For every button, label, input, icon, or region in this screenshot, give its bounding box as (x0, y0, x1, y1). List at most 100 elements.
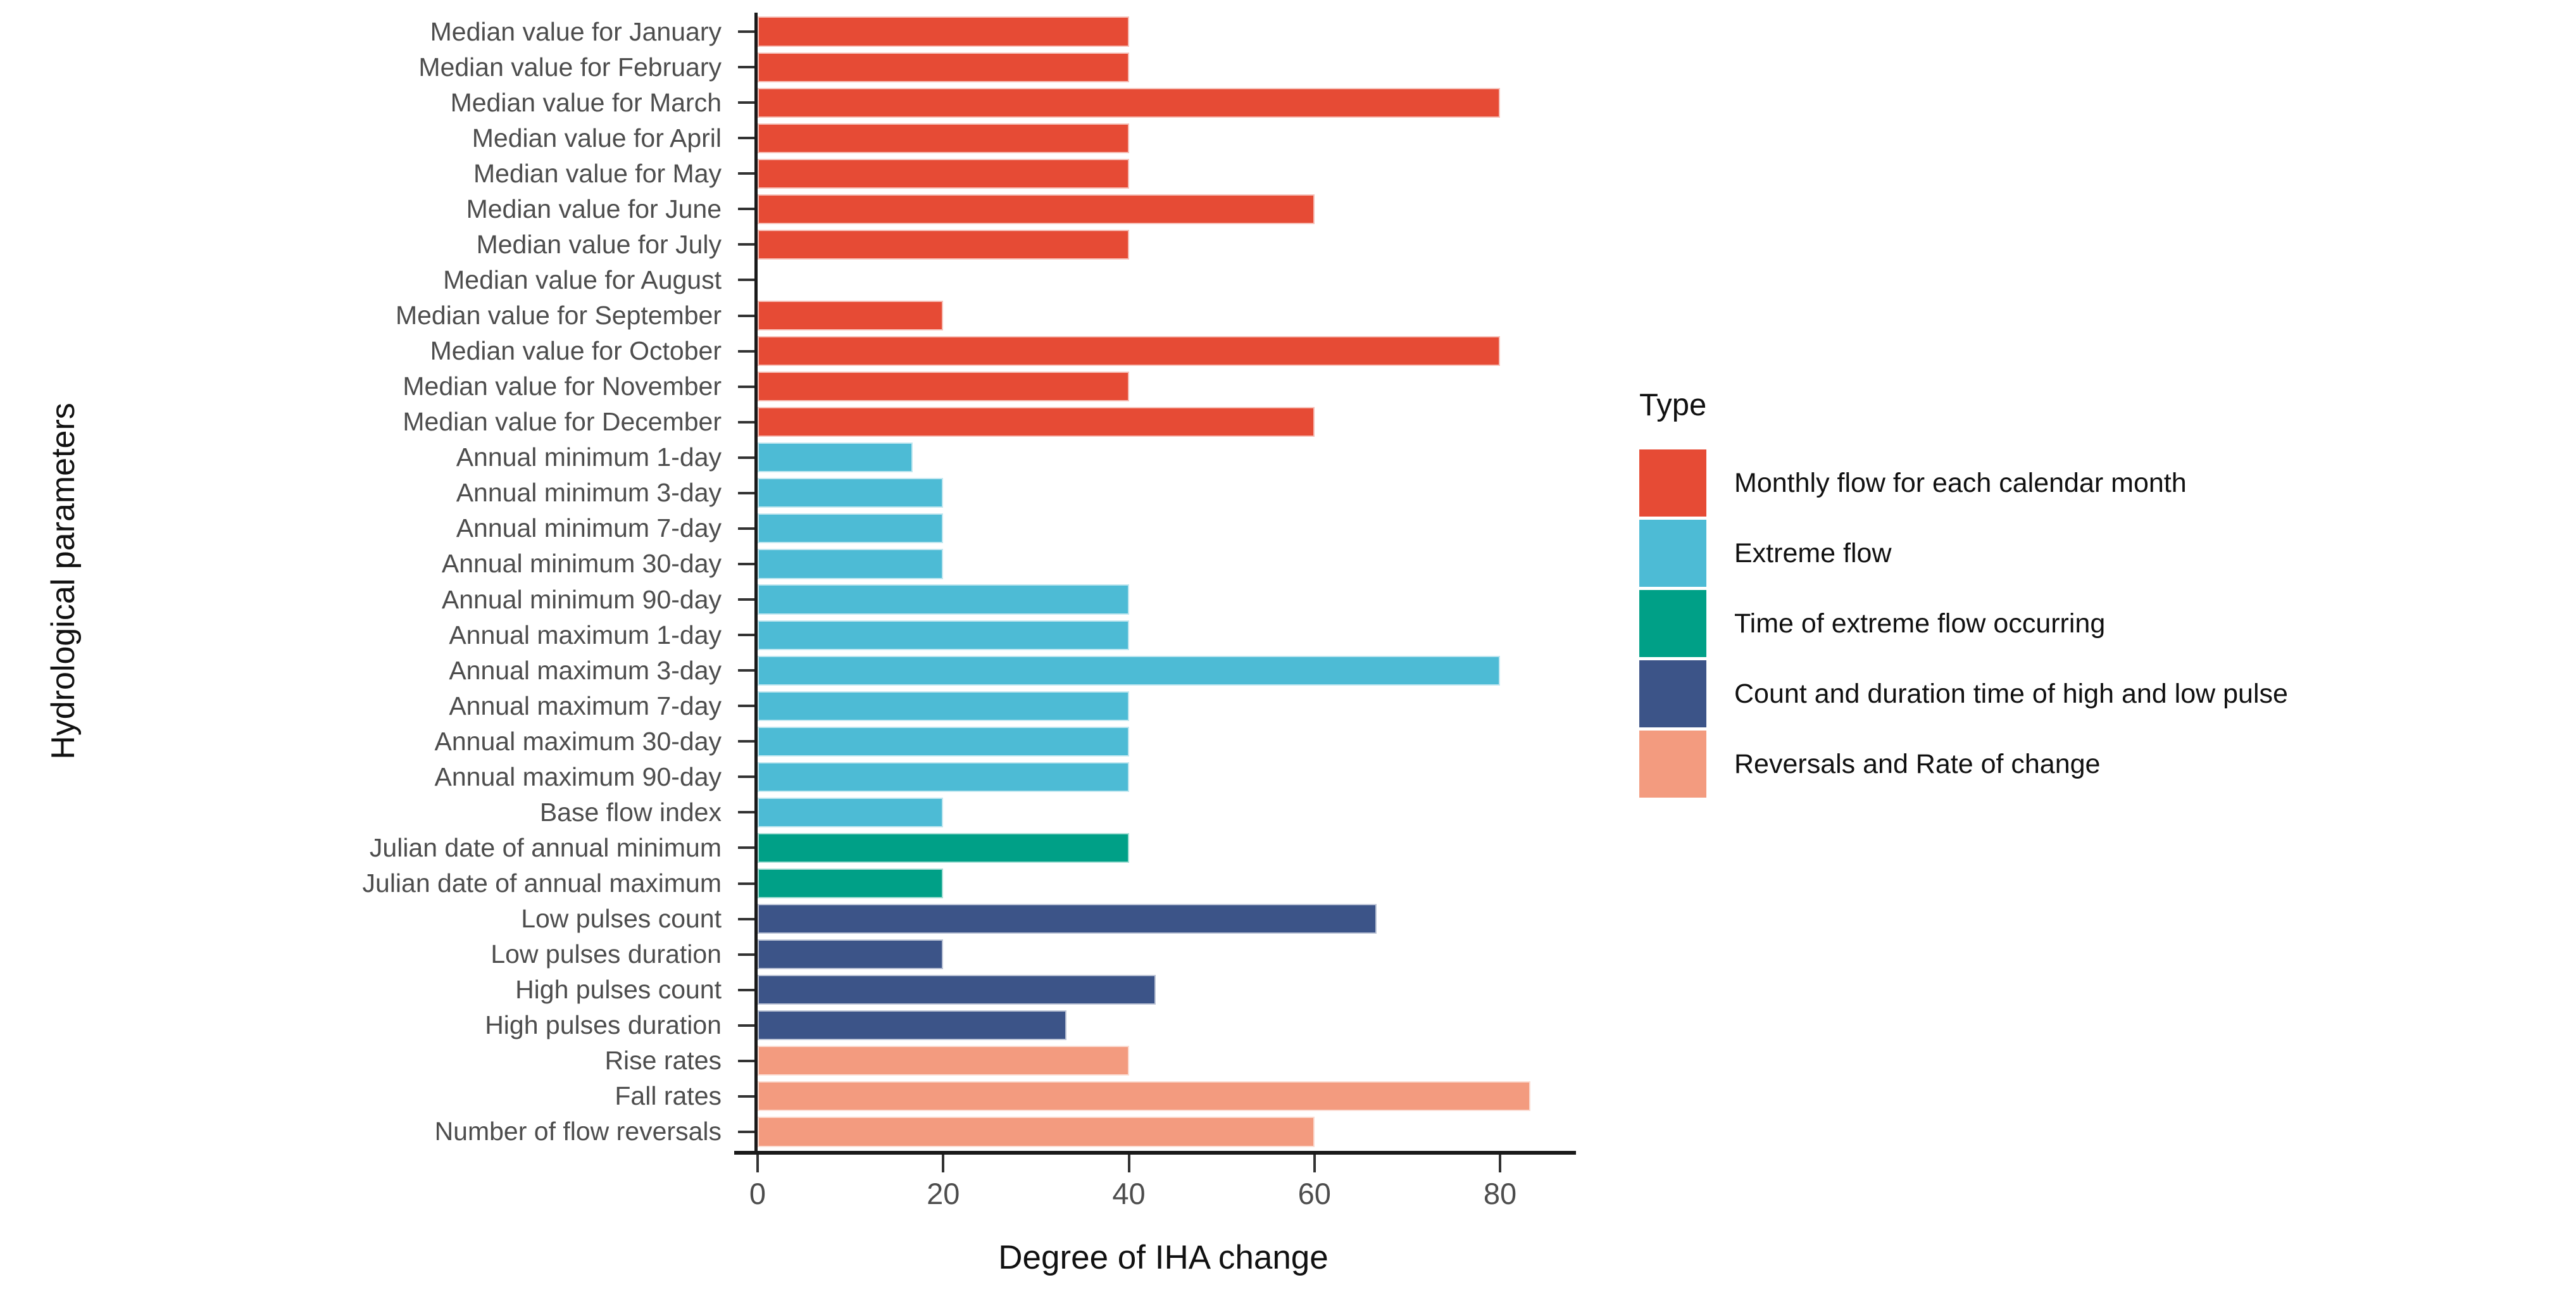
category-label: Median value for October (430, 336, 722, 366)
chart-row: Annual maximum 3-day (0, 653, 1570, 688)
y-axis-tick (738, 562, 754, 565)
bar (758, 123, 1129, 153)
y-axis-tick (738, 1024, 754, 1027)
chart-row: Median value for September (0, 298, 1570, 334)
bar-area (758, 1079, 1570, 1114)
chart-row: Annual minimum 1-day (0, 440, 1570, 475)
y-axis-tick (738, 172, 754, 175)
bar-area (758, 937, 1570, 972)
chart-row: Annual minimum 3-day (0, 475, 1570, 511)
bar-area (758, 191, 1570, 227)
y-axis-tick (738, 243, 754, 246)
chart-row: Median value for January (0, 14, 1570, 49)
y-axis-tick (738, 1130, 754, 1133)
category-label: High pulses count (515, 975, 722, 1005)
chart-row: Annual maximum 30-day (0, 724, 1570, 759)
bar (758, 1081, 1531, 1112)
category-label: Annual maximum 3-day (449, 655, 722, 685)
bar (758, 194, 1315, 224)
bar-area (758, 511, 1570, 546)
bar (758, 478, 944, 508)
legend: Type Monthly flow for each calendar mont… (1639, 387, 2288, 801)
legend-swatch (1639, 520, 1706, 587)
bar-area (758, 227, 1570, 262)
x-axis-tick-labels: 0 20 40 60 80 (749, 1177, 1570, 1217)
bar-area (758, 582, 1570, 617)
category-label: Low pulses duration (491, 939, 722, 969)
bar (758, 372, 1129, 402)
category-label: Julian date of annual maximum (362, 869, 722, 898)
legend-item-label: Monthly flow for each calendar month (1734, 467, 2187, 498)
category-label: Median value for February (418, 52, 722, 82)
legend-swatch (1639, 731, 1706, 798)
category-label: Annual maximum 90-day (434, 762, 722, 791)
bar-area (758, 901, 1570, 937)
category-label: Median value for July (476, 229, 722, 259)
legend-items: Monthly flow for each calendar month Extr… (1639, 449, 2288, 798)
legend-item-label: Time of extreme flow occurring (1734, 608, 2106, 639)
bar (758, 691, 1129, 721)
bar-area (758, 85, 1570, 120)
chart-row: Median value for November (0, 369, 1570, 405)
x-axis-tick-label: 60 (1297, 1177, 1331, 1210)
chart-row: High pulses duration (0, 1008, 1570, 1043)
category-label: Julian date of annual minimum (369, 832, 722, 862)
y-axis-tick (738, 598, 754, 601)
bar-area (758, 14, 1570, 49)
bar (758, 726, 1129, 756)
bar (758, 87, 1501, 118)
category-label: High pulses duration (485, 1010, 722, 1040)
x-axis-tick-label: 0 (749, 1177, 766, 1210)
bar-area (758, 369, 1570, 405)
category-label: Median value for May (473, 158, 722, 188)
y-axis-tick (738, 1059, 754, 1062)
bar (758, 513, 944, 544)
chart-rows: Median value for January Median value for… (0, 14, 1570, 1150)
chart-row: Annual maximum 90-day (0, 759, 1570, 794)
x-axis-title: Degree of IHA change (998, 1239, 1329, 1276)
y-axis-tick (738, 740, 754, 743)
bar (758, 584, 1129, 615)
bar (758, 52, 1129, 82)
bar (758, 158, 1129, 189)
y-axis-tick (738, 527, 754, 530)
bar-area (758, 546, 1570, 582)
legend-item: Count and duration time of high and low … (1639, 660, 2288, 727)
x-axis-tick (1313, 1155, 1316, 1172)
y-axis-tick (738, 1095, 754, 1098)
chart-row: Fall rates (0, 1079, 1570, 1114)
x-axis-tick (1499, 1155, 1502, 1172)
bar-area (758, 724, 1570, 759)
chart-row: Median value for March (0, 85, 1570, 120)
y-axis-tick (738, 456, 754, 459)
bar-area (758, 262, 1570, 298)
chart-row: Median value for February (0, 49, 1570, 85)
bar (758, 229, 1129, 260)
bar (758, 407, 1315, 437)
y-axis-tick (738, 385, 754, 388)
bar (758, 868, 944, 899)
bar-area (758, 1008, 1570, 1043)
y-axis-tick (738, 917, 754, 920)
x-axis-tick (942, 1155, 945, 1172)
y-axis-tick (738, 137, 754, 140)
x-axis-tick-label: 40 (1112, 1177, 1146, 1210)
bar-area (758, 334, 1570, 369)
chart-row: Annual minimum 7-day (0, 511, 1570, 546)
x-axis-tick (1127, 1155, 1130, 1172)
category-label: Fall rates (615, 1081, 722, 1111)
bar (758, 939, 944, 970)
legend-item-label: Reversals and Rate of change (1734, 748, 2101, 779)
y-axis-tick (738, 953, 754, 956)
chart-row: Median value for June (0, 191, 1570, 227)
y-axis-line (754, 13, 758, 1152)
category-label: Median value for September (395, 301, 722, 330)
y-axis-tick (738, 846, 754, 850)
legend-item: Reversals and Rate of change (1639, 731, 2288, 798)
chart-row: Julian date of annual minimum (0, 830, 1570, 865)
bar-area (758, 298, 1570, 334)
chart-row: Base flow index (0, 794, 1570, 830)
chart-row: Median value for October (0, 334, 1570, 369)
chart-row: Median value for May (0, 156, 1570, 191)
